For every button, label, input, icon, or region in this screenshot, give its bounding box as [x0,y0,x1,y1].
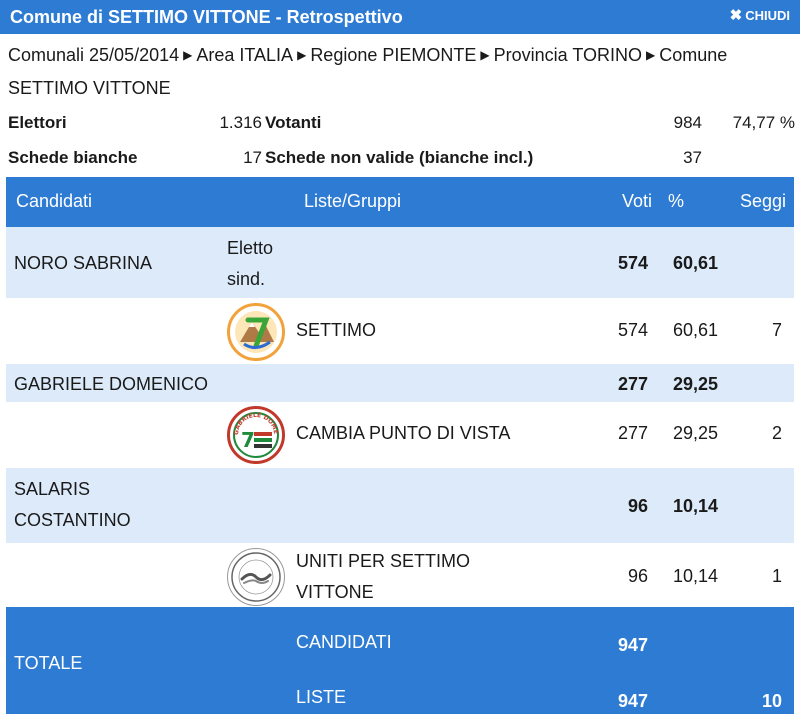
breadcrumb: Comunali 25/05/2014 ▶ Area ITALIA ▶ Regione … [8,40,798,104]
breadcrumb-item-province[interactable]: Provincia TORINO [493,45,642,65]
list-name: CAMBIA PUNTO DI VISTA [296,423,511,443]
schede-non-valide-label: Schede non valide (bianche incl.) [265,148,534,167]
total-liste-label: LISTE [296,687,347,707]
svg-text:7: 7 [241,428,255,452]
percent: 10,14 [672,566,718,586]
results-table: Candidati Liste/Gruppi Voti % Seggi NORO… [6,177,794,611]
header-percent: % [668,191,685,211]
candidate-name: GABRIELE DOMENICO [14,374,209,394]
total-candidati-label: CANDIDATI [296,632,392,652]
votes: 277 [617,423,648,443]
votanti-percent: 74,77 % [732,113,795,132]
total-candidati-value: 947 [617,635,648,655]
votes: 277 [617,374,648,394]
votanti-label: Votanti [265,113,322,132]
seats: 2 [771,423,782,443]
table-row: SALARIS COSTANTINO 96 10,14 [6,468,794,543]
breadcrumb-item-area[interactable]: Area ITALIA [196,45,294,65]
votes: 96 [627,496,648,516]
total-liste-value: 947 [617,691,648,711]
caret-right-icon: ▶ [480,48,490,62]
breadcrumb-item-region[interactable]: Regione PIEMONTE [310,45,477,65]
table-row: GABRIELE DOMENICO 7 CAMBIA PUNTO DI VIST… [6,402,794,468]
votes: 574 [617,253,648,273]
cambia-punto-di-vista-logo-icon: GABRIELE DOMENICO 7 [227,406,285,464]
elettori-value: 1.316 [219,113,262,132]
header-liste: Liste/Gruppi [304,191,402,211]
uniti-per-settimo-vittone-logo-icon [227,548,285,606]
percent: 60,61 [672,320,718,340]
candidate-name: NORO SABRINA [14,253,153,273]
list-name: SETTIMO [296,320,376,340]
percent: 29,25 [672,374,718,394]
breadcrumb-item-comune: Comune SETTIMO VITTONE [8,45,728,98]
votes: 96 [627,566,648,586]
table-row: UNITI PER SETTIMO VITTONE 96 10,14 1 [6,543,794,611]
list-name: UNITI PER SETTIMO VITTONE [296,551,471,602]
elected-note: Eletto sind. [227,238,274,289]
table-header: Candidati Liste/Gruppi Voti % Seggi [6,177,794,227]
table-row: GABRIELE DOMENICO 277 29,25 [6,364,794,402]
turnout-stats: Elettori 1.316 Votanti 984 74,77 % Sched… [0,108,800,172]
breadcrumb-item-election[interactable]: Comunali 25/05/2014 [8,45,180,65]
caret-right-icon: ▶ [183,48,193,62]
header-voti: Voti [621,191,652,211]
table-row: SETTIMO 574 60,61 7 [6,298,794,364]
percent: 29,25 [672,423,718,443]
table-row: NORO SABRINA Eletto sind. 574 60,61 [6,227,794,298]
schede-bianche-value: 17 [243,148,262,167]
percent: 10,14 [672,496,718,516]
header-seggi: Seggi [739,191,786,211]
schede-non-valide-value: 37 [683,148,702,167]
elettori-label: Elettori [8,113,67,132]
total-seggi-value: 10 [761,691,782,711]
close-icon: ✖ [729,7,743,24]
caret-right-icon: ▶ [646,48,656,62]
seats: 1 [771,566,782,586]
close-label: CHIUDI [745,8,790,23]
candidate-name: SALARIS COSTANTINO [14,479,131,530]
close-button[interactable]: ✖ CHIUDI [730,6,790,24]
seats: 7 [771,320,782,340]
schede-bianche-label: Schede bianche [8,148,138,167]
header-candidati: Candidati [16,191,93,211]
caret-right-icon: ▶ [297,48,307,62]
window-title: Comune di SETTIMO VITTONE - Retrospettiv… [10,7,403,27]
votes: 574 [617,320,648,340]
title-bar: Comune di SETTIMO VITTONE - Retrospettiv… [0,0,800,34]
total-label: TOTALE [14,653,83,673]
settimo-logo-icon [227,303,285,361]
totals-row: TOTALE CANDIDATI 947 LISTE 947 10 [6,607,794,714]
percent: 60,61 [672,253,718,273]
votanti-value: 984 [673,113,702,132]
